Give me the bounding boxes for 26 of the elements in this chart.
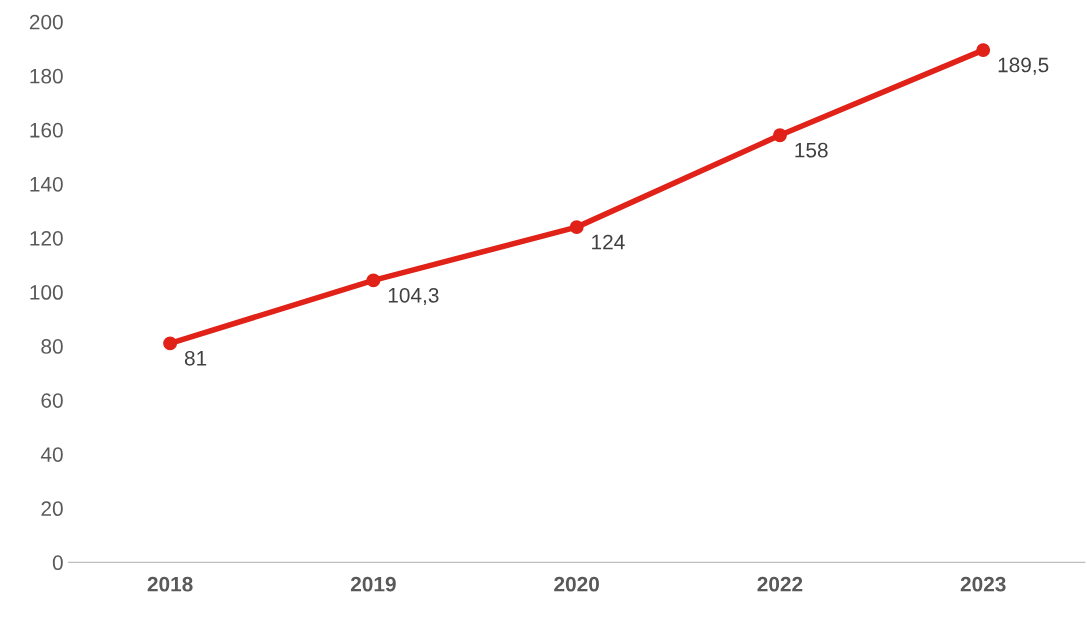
y-tick-label: 120 <box>30 230 63 246</box>
text: 189,5 <box>998 57 1049 75</box>
y-tick-label: 100 <box>30 285 63 300</box>
x-tick-label: 2023 <box>960 576 1006 592</box>
y-tick-label: 60 <box>41 393 63 408</box>
x-tick-label: 2019 <box>350 576 396 592</box>
y-tick-label: 80 <box>41 339 63 354</box>
point <box>976 43 991 58</box>
y-tick-label: 180 <box>30 68 63 84</box>
text: 124 <box>592 234 625 250</box>
x-tick-label: 2022 <box>757 576 803 592</box>
point <box>569 220 584 235</box>
y-tick-label: 140 <box>30 176 63 192</box>
y-tick-label: 40 <box>40 447 63 462</box>
text: 104,3 <box>388 287 439 306</box>
y-tick-label: 0 <box>52 555 63 571</box>
text: 81 <box>184 350 207 366</box>
y-tick-label: 160 <box>30 122 63 138</box>
y-tick-label: 20 <box>41 501 63 517</box>
x-tick-label: 2020 <box>554 576 599 592</box>
x-tick-label: 2018 <box>147 576 193 592</box>
text: 158 <box>795 142 828 158</box>
point <box>772 128 787 143</box>
y-tick-label: 200 <box>29 14 63 30</box>
point <box>163 336 178 351</box>
point <box>366 273 381 288</box>
